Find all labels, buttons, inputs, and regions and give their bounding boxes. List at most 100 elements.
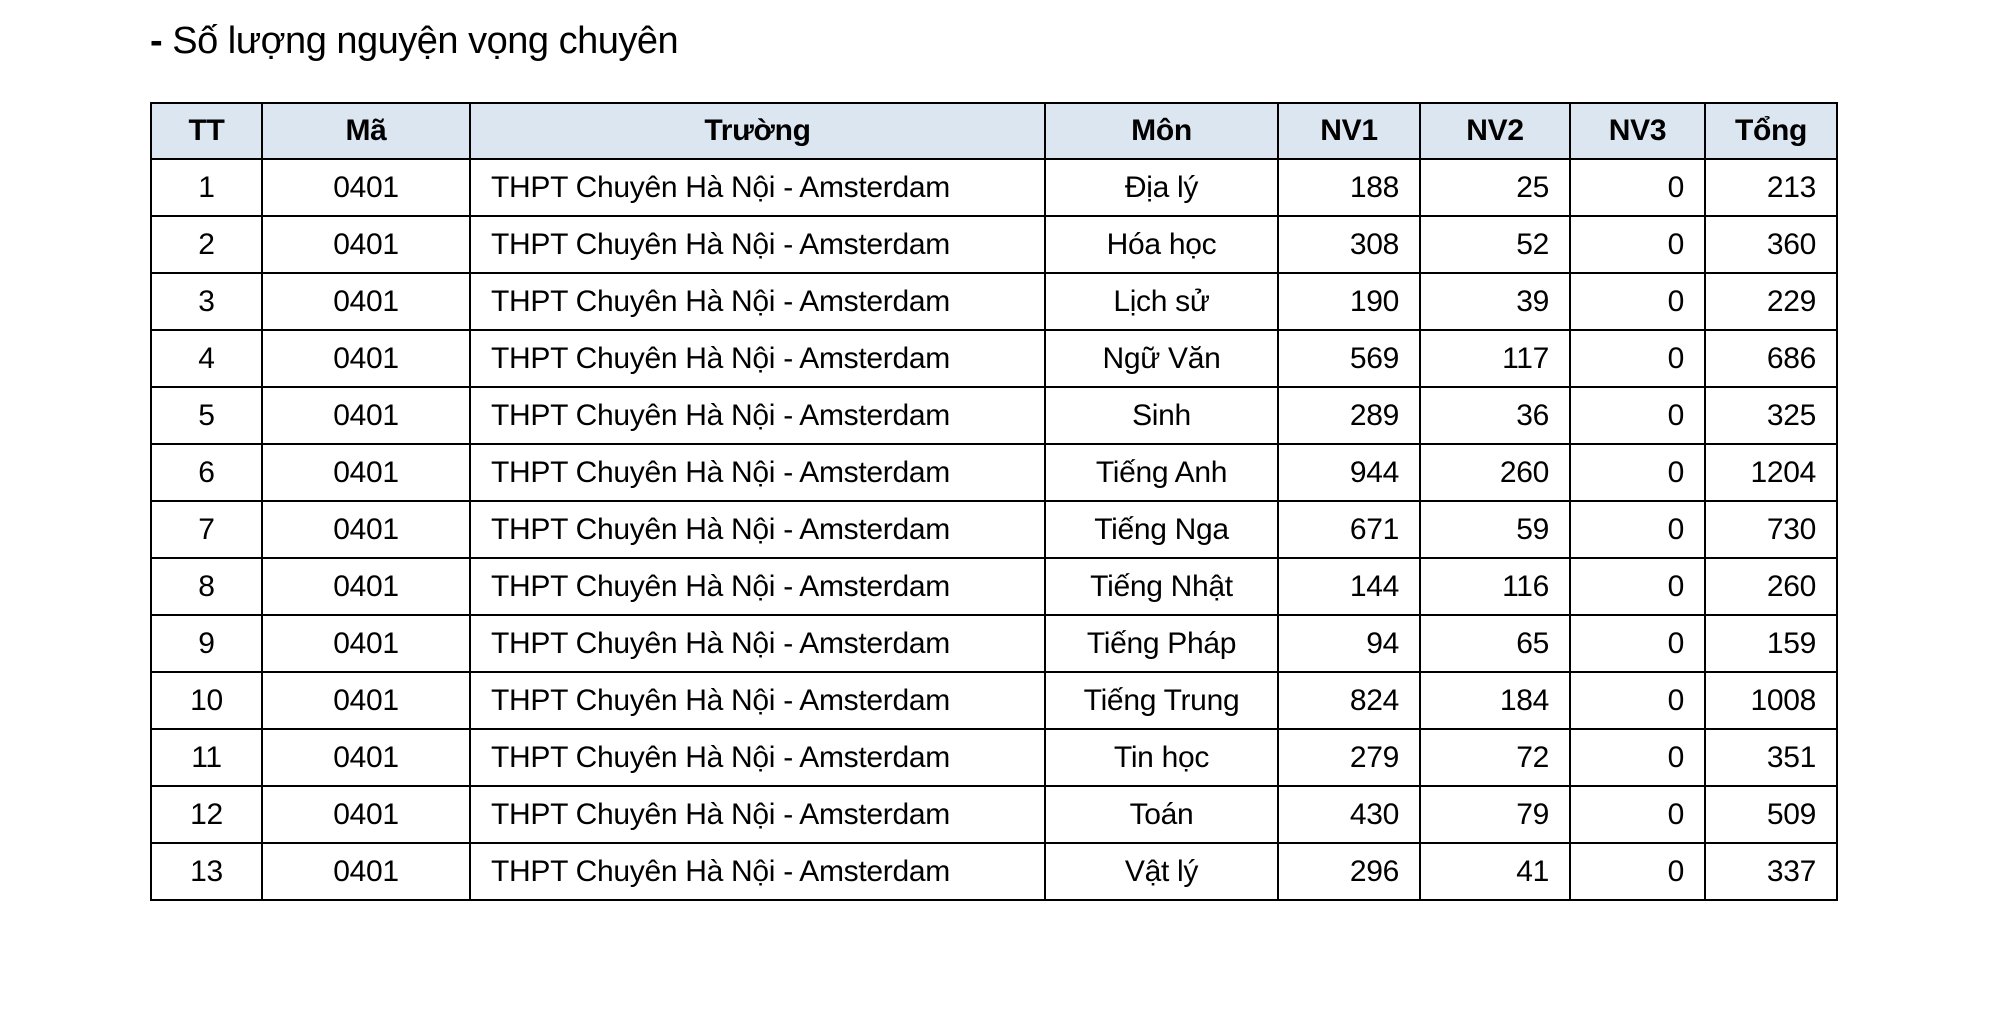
cell-tt: 10 — [150, 671, 263, 730]
title-text: Số lượng nguyện vọng chuyên — [172, 20, 679, 62]
aspiration-table: TT Mã Trường Môn NV1 NV2 NV3 Tổng 1 0401 THPT Chu… — [150, 102, 1838, 901]
cell-ma: 0401 — [261, 557, 471, 616]
cell-tt: 9 — [150, 614, 263, 673]
cell-ma: 0401 — [261, 728, 471, 787]
cell-truong: THPT Chuyên Hà Nội - Amsterdam — [469, 614, 1046, 673]
cell-nv2: 116 — [1419, 557, 1571, 616]
table-row: 5 0401 THPT Chuyên Hà Nội - Amsterdam Sinh 2… — [150, 386, 1838, 445]
cell-tt: 7 — [150, 500, 263, 559]
table-body: 1 0401 THPT Chuyên Hà Nội - Amsterdam Địa l… — [150, 158, 1838, 901]
cell-ma: 0401 — [261, 443, 471, 502]
cell-ma: 0401 — [261, 158, 471, 217]
header-col-mon: Môn — [1044, 102, 1279, 160]
cell-truong: THPT Chuyên Hà Nội - Amsterdam — [469, 329, 1046, 388]
cell-tong: 260 — [1704, 557, 1838, 616]
cell-tong: 360 — [1704, 215, 1838, 274]
cell-nv3: 0 — [1569, 842, 1706, 901]
title-bullet: - — [150, 20, 163, 62]
cell-truong: THPT Chuyên Hà Nội - Amsterdam — [469, 443, 1046, 502]
cell-truong: THPT Chuyên Hà Nội - Amsterdam — [469, 500, 1046, 559]
cell-tt: 5 — [150, 386, 263, 445]
cell-nv3: 0 — [1569, 785, 1706, 844]
cell-mon: Lịch sử — [1044, 272, 1279, 331]
cell-truong: THPT Chuyên Hà Nội - Amsterdam — [469, 386, 1046, 445]
cell-nv2: 52 — [1419, 215, 1571, 274]
cell-tong: 159 — [1704, 614, 1838, 673]
cell-nv2: 41 — [1419, 842, 1571, 901]
cell-nv2: 59 — [1419, 500, 1571, 559]
cell-ma: 0401 — [261, 785, 471, 844]
cell-nv2: 184 — [1419, 671, 1571, 730]
cell-tong: 351 — [1704, 728, 1838, 787]
table-row: 11 0401 THPT Chuyên Hà Nội - Amsterdam Tin … — [150, 728, 1838, 787]
cell-nv1: 824 — [1277, 671, 1421, 730]
cell-mon: Vật lý — [1044, 842, 1279, 901]
cell-truong: THPT Chuyên Hà Nội - Amsterdam — [469, 272, 1046, 331]
cell-nv3: 0 — [1569, 272, 1706, 331]
cell-nv2: 72 — [1419, 728, 1571, 787]
table-row: 3 0401 THPT Chuyên Hà Nội - Amsterdam Lịch … — [150, 272, 1838, 331]
cell-nv1: 190 — [1277, 272, 1421, 331]
cell-nv2: 117 — [1419, 329, 1571, 388]
cell-nv1: 289 — [1277, 386, 1421, 445]
cell-truong: THPT Chuyên Hà Nội - Amsterdam — [469, 785, 1046, 844]
cell-truong: THPT Chuyên Hà Nội - Amsterdam — [469, 728, 1046, 787]
cell-nv1: 279 — [1277, 728, 1421, 787]
cell-tt: 13 — [150, 842, 263, 901]
cell-nv3: 0 — [1569, 614, 1706, 673]
cell-nv3: 0 — [1569, 443, 1706, 502]
cell-ma: 0401 — [261, 842, 471, 901]
cell-tt: 11 — [150, 728, 263, 787]
cell-tt: 3 — [150, 272, 263, 331]
header-col-nv3: NV3 — [1569, 102, 1706, 160]
header-col-tong: Tổng — [1704, 102, 1838, 160]
table-row: 6 0401 THPT Chuyên Hà Nội - Amsterdam Tiếng… — [150, 443, 1838, 502]
cell-ma: 0401 — [261, 215, 471, 274]
cell-mon: Toán — [1044, 785, 1279, 844]
cell-tt: 2 — [150, 215, 263, 274]
table-row: 2 0401 THPT Chuyên Hà Nội - Amsterdam Hóa h… — [150, 215, 1838, 274]
cell-ma: 0401 — [261, 272, 471, 331]
cell-tt: 1 — [150, 158, 263, 217]
cell-nv1: 188 — [1277, 158, 1421, 217]
cell-nv3: 0 — [1569, 158, 1706, 217]
header-col-tt: TT — [150, 102, 263, 160]
table-row: 9 0401 THPT Chuyên Hà Nội - Amsterdam Tiếng… — [150, 614, 1838, 673]
cell-mon: Ngữ Văn — [1044, 329, 1279, 388]
section-title: - Số lượng nguyện vọng chuyên — [150, 20, 679, 63]
cell-tt: 12 — [150, 785, 263, 844]
cell-nv1: 94 — [1277, 614, 1421, 673]
cell-nv3: 0 — [1569, 671, 1706, 730]
cell-tong: 325 — [1704, 386, 1838, 445]
cell-nv3: 0 — [1569, 215, 1706, 274]
cell-ma: 0401 — [261, 614, 471, 673]
table-row: 13 0401 THPT Chuyên Hà Nội - Amsterdam Vật … — [150, 842, 1838, 901]
cell-tong: 213 — [1704, 158, 1838, 217]
cell-ma: 0401 — [261, 386, 471, 445]
cell-mon: Tiếng Nhật — [1044, 557, 1279, 616]
cell-nv1: 569 — [1277, 329, 1421, 388]
cell-mon: Tin học — [1044, 728, 1279, 787]
cell-nv3: 0 — [1569, 386, 1706, 445]
cell-truong: THPT Chuyên Hà Nội - Amsterdam — [469, 671, 1046, 730]
table-row: 4 0401 THPT Chuyên Hà Nội - Amsterdam Ngữ V… — [150, 329, 1838, 388]
cell-tong: 1204 — [1704, 443, 1838, 502]
cell-nv1: 944 — [1277, 443, 1421, 502]
cell-nv2: 260 — [1419, 443, 1571, 502]
cell-mon: Hóa học — [1044, 215, 1279, 274]
cell-nv2: 25 — [1419, 158, 1571, 217]
cell-nv1: 671 — [1277, 500, 1421, 559]
header-col-nv1: NV1 — [1277, 102, 1421, 160]
table-row: 1 0401 THPT Chuyên Hà Nội - Amsterdam Địa l… — [150, 158, 1838, 217]
table-row: 12 0401 THPT Chuyên Hà Nội - Amsterdam Toán… — [150, 785, 1838, 844]
cell-tt: 4 — [150, 329, 263, 388]
header-col-nv2: NV2 — [1419, 102, 1571, 160]
cell-nv1: 296 — [1277, 842, 1421, 901]
cell-truong: THPT Chuyên Hà Nội - Amsterdam — [469, 158, 1046, 217]
cell-mon: Sinh — [1044, 386, 1279, 445]
header-col-ma: Mã — [261, 102, 471, 160]
header-row: TT Mã Trường Môn NV1 NV2 NV3 Tổng — [150, 102, 1838, 160]
cell-mon: Tiếng Nga — [1044, 500, 1279, 559]
cell-mon: Tiếng Anh — [1044, 443, 1279, 502]
cell-tong: 730 — [1704, 500, 1838, 559]
